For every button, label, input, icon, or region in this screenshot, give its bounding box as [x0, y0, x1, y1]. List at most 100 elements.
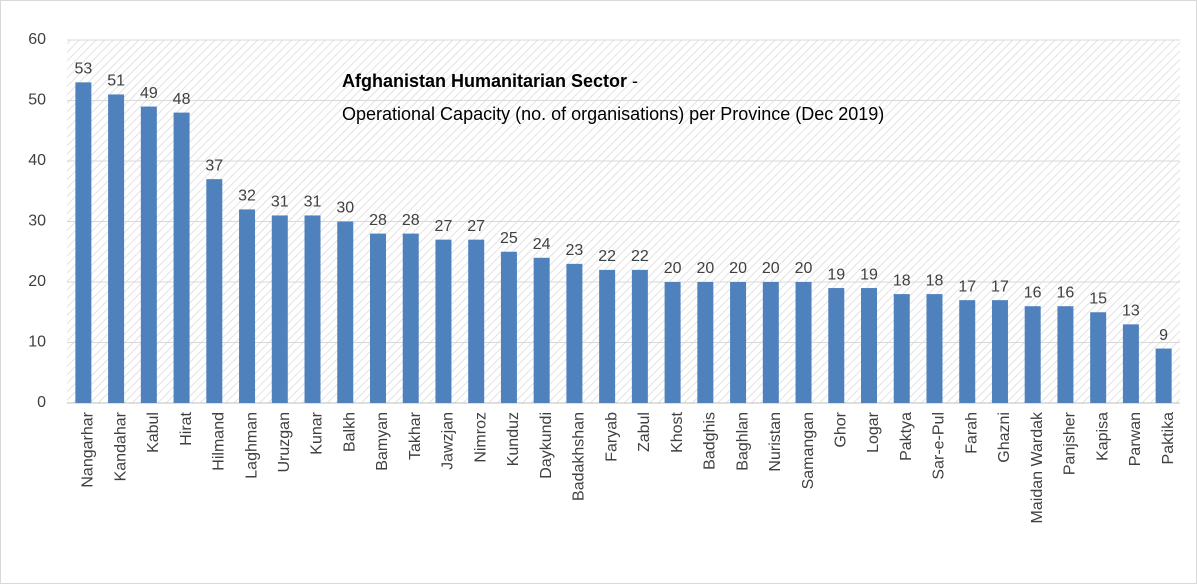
- bar: [762, 282, 779, 403]
- data-label: 31: [271, 194, 289, 211]
- x-tick-label: Farah: [963, 412, 980, 454]
- x-tick-label: Ghazni: [996, 412, 1013, 463]
- bar: [206, 179, 223, 403]
- data-label: 31: [304, 194, 322, 211]
- bar: [271, 215, 288, 403]
- y-tick-label: 10: [28, 334, 46, 351]
- data-label: 27: [467, 218, 485, 235]
- x-tick-label: Balkh: [341, 412, 358, 452]
- bar: [140, 106, 157, 404]
- bar: [533, 257, 550, 403]
- data-label: 25: [500, 230, 518, 247]
- data-label: 53: [74, 61, 92, 78]
- title-main: Afghanistan Humanitarian Sector: [342, 71, 627, 91]
- data-label: 20: [696, 260, 714, 277]
- bar: [697, 282, 714, 403]
- data-label: 20: [795, 260, 813, 277]
- title-suffix: -: [632, 71, 638, 91]
- data-label: 28: [402, 212, 420, 229]
- x-tick-label: Khost: [669, 411, 686, 452]
- bar: [566, 263, 583, 403]
- data-label: 23: [565, 242, 583, 259]
- bar: [75, 82, 92, 403]
- y-tick-label: 60: [28, 31, 46, 48]
- bar: [1090, 312, 1107, 403]
- data-label: 20: [664, 260, 682, 277]
- bar: [500, 251, 517, 403]
- bar: [991, 300, 1008, 403]
- bar: [1155, 348, 1172, 403]
- data-label: 13: [1122, 303, 1140, 320]
- bar: [1024, 306, 1041, 403]
- chart-subtitle: Operational Capacity (no. of organisatio…: [342, 104, 884, 124]
- data-label: 48: [173, 91, 191, 108]
- y-tick-label: 50: [28, 92, 46, 109]
- x-tick-label: Baghlan: [734, 412, 751, 471]
- x-tick-label: Ghor: [832, 411, 849, 447]
- x-tick-label: Badghis: [702, 412, 719, 470]
- data-label: 27: [435, 218, 453, 235]
- data-label: 32: [238, 188, 256, 205]
- x-tick-label: Paktika: [1160, 412, 1177, 465]
- y-tick-label: 20: [28, 273, 46, 290]
- x-tick-label: Jawzjan: [440, 412, 457, 470]
- x-tick-label: Maidan Wardak: [1029, 411, 1046, 523]
- data-label: 20: [729, 260, 747, 277]
- bar: [828, 288, 845, 403]
- data-label: 20: [762, 260, 780, 277]
- x-tick-label: Kunar: [309, 411, 326, 454]
- data-label: 24: [533, 236, 551, 253]
- bar: [730, 282, 747, 403]
- bar: [664, 282, 681, 403]
- x-tick-label: Badakhshan: [571, 412, 588, 501]
- x-tick-label: Kapisa: [1094, 412, 1111, 461]
- x-tick-label: Uruzgan: [276, 412, 293, 472]
- x-tick-label: Hilmand: [211, 412, 228, 471]
- y-tick-label: 0: [37, 394, 46, 411]
- bar: [926, 294, 943, 403]
- data-label: 18: [926, 272, 944, 289]
- bar: [239, 209, 256, 403]
- x-tick-label: Daykundi: [538, 412, 555, 479]
- x-tick-label: Zabul: [636, 412, 653, 452]
- data-label: 19: [827, 266, 845, 283]
- data-label: 9: [1159, 327, 1168, 344]
- bar: [435, 239, 452, 403]
- bar: [861, 288, 878, 403]
- x-tick-label: Nuristan: [767, 412, 784, 472]
- x-tick-label: Hirat: [178, 411, 195, 445]
- data-label: 22: [631, 248, 649, 265]
- x-tick-label: Laghman: [243, 412, 260, 479]
- x-tick-label: Bamyan: [374, 412, 391, 471]
- bar: [1122, 324, 1139, 403]
- data-label: 19: [860, 266, 878, 283]
- x-tick-label: Kabul: [145, 412, 162, 453]
- bar: [599, 269, 616, 403]
- x-tick-label: Faryab: [603, 412, 620, 462]
- y-tick-label: 40: [28, 152, 46, 169]
- data-label: 16: [1057, 284, 1075, 301]
- data-label: 28: [369, 212, 387, 229]
- bar: [795, 282, 812, 403]
- bar: [108, 94, 125, 403]
- x-tick-label: Nangarhar: [80, 411, 97, 487]
- bar: [468, 239, 485, 403]
- bar: [959, 300, 976, 403]
- bar: [304, 215, 321, 403]
- bar: [173, 112, 190, 403]
- x-tick-label: Samangan: [800, 412, 817, 489]
- bar: [402, 233, 419, 403]
- x-tick-label: Sar-e-Pul: [931, 412, 948, 480]
- bar: [1057, 306, 1074, 403]
- bar: [337, 221, 354, 403]
- data-label: 30: [336, 200, 354, 217]
- bar: [631, 269, 648, 403]
- x-tick-label: Takhar: [407, 411, 424, 460]
- chart-title: Afghanistan Humanitarian Sector -: [342, 71, 638, 91]
- data-label: 49: [140, 85, 158, 102]
- data-label: 37: [205, 157, 223, 174]
- data-label: 16: [1024, 284, 1042, 301]
- data-label: 22: [598, 248, 616, 265]
- data-label: 51: [107, 73, 125, 90]
- data-label: 17: [991, 278, 1009, 295]
